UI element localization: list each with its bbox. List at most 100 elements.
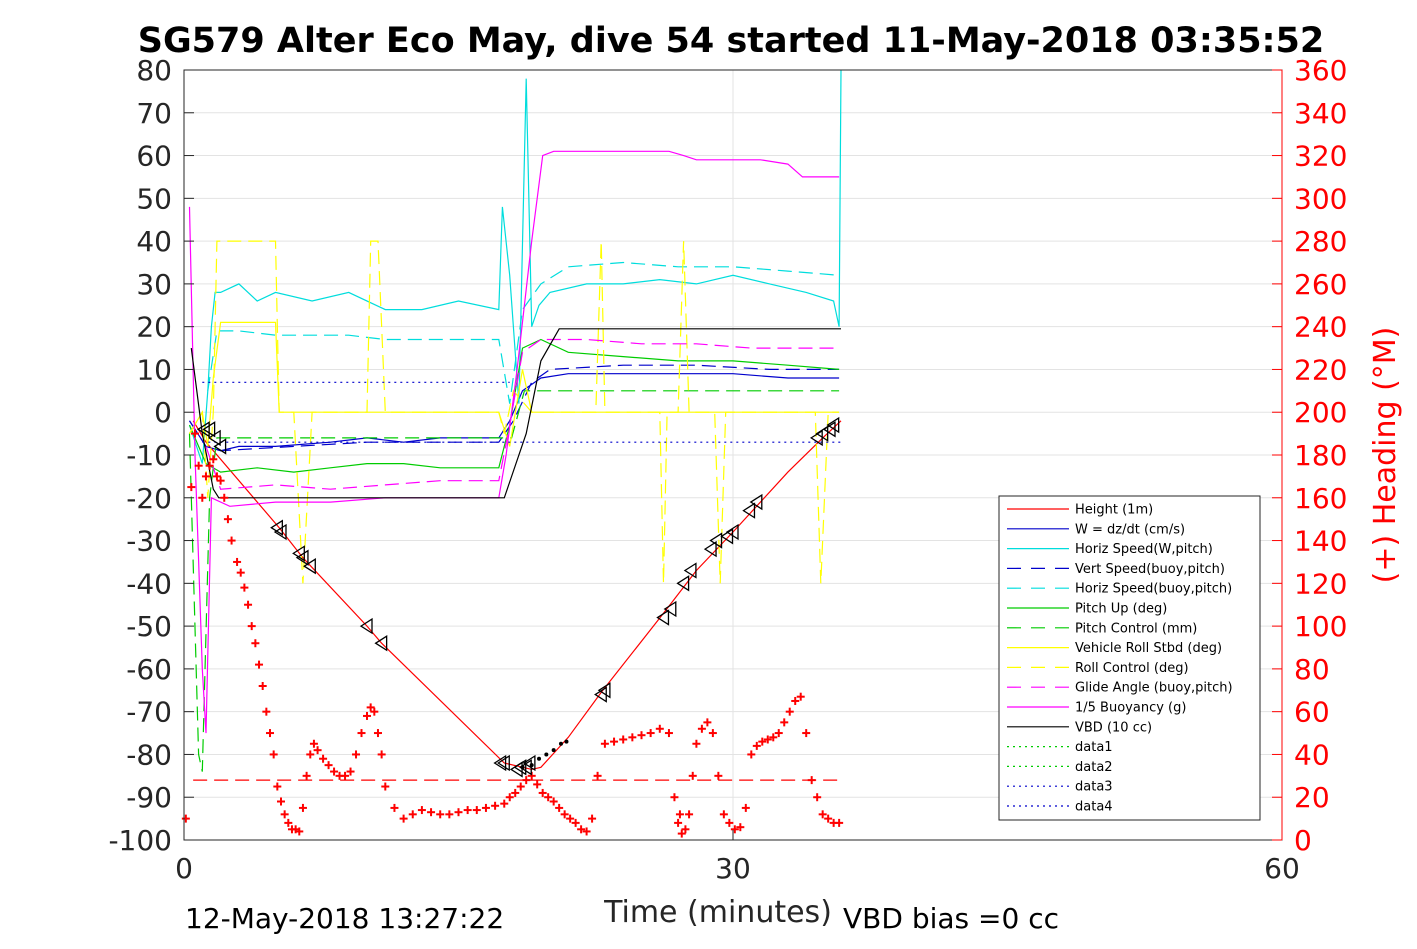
heading-point: [677, 829, 686, 838]
heading-point: [209, 455, 218, 464]
heading-point: [313, 746, 322, 755]
heading-point: [708, 729, 717, 738]
depth-triangle-marker: [742, 502, 756, 519]
heading-point: [674, 818, 683, 827]
heading-point: [670, 793, 679, 802]
depth-triangle-marker: [207, 429, 221, 447]
depth-dot-marker: [564, 739, 569, 744]
heading-point: [324, 761, 333, 770]
heading-point: [373, 729, 382, 738]
depth-triangle-marker: [703, 540, 717, 558]
chart-title: SG579 Alter Eco May, dive 54 started 11-…: [138, 21, 1325, 61]
right-tick-label: 280: [1294, 225, 1347, 258]
right-tick-label: 0: [1294, 824, 1312, 857]
x-tick-label: 0: [175, 852, 193, 885]
heading-point: [505, 793, 514, 802]
left-tick-label: -30: [126, 525, 172, 558]
heading-point: [774, 729, 783, 738]
depth-triangle-marker: [683, 562, 697, 579]
footer-timestamp: 12-May-2018 13:27:22: [185, 902, 504, 935]
heading-point: [675, 810, 684, 819]
heading-point: [655, 724, 664, 733]
heading-point: [223, 515, 232, 524]
series-line-vert-speed-buoy-pitch: [188, 364, 840, 452]
heading-point: [381, 782, 390, 791]
heading-point: [747, 750, 756, 759]
heading-point: [280, 810, 289, 819]
series-lines: [188, 69, 842, 781]
heading-point: [600, 739, 609, 748]
heading-point: [216, 476, 225, 485]
depth-triangle-marker: [303, 558, 316, 575]
series-line-horiz-speed-w-pitch: [188, 69, 842, 464]
series-line-glide-angle-buoy-pitch: [205, 338, 840, 490]
heading-point: [835, 818, 844, 827]
legend-label: Glide Angle (buoy,pitch): [1075, 681, 1233, 696]
heading-point: [390, 803, 399, 812]
legend-label: Pitch Up (deg): [1075, 602, 1167, 617]
depth-triangle-marker: [202, 421, 216, 438]
heading-point: [582, 827, 591, 836]
depth-dot-marker: [544, 752, 549, 757]
heading-point: [538, 788, 547, 797]
x-axis-label: Time (minutes): [603, 895, 832, 930]
heading-point: [491, 801, 500, 810]
left-tick-label: 0: [154, 396, 172, 429]
legend-label: VBD (10 cc): [1075, 720, 1152, 735]
heading-point: [370, 707, 379, 716]
heading-point: [692, 739, 701, 748]
heading-point: [330, 767, 339, 776]
depth-triangle-marker: [273, 523, 287, 541]
x-tick-label: 30: [715, 852, 751, 885]
heading-point: [255, 660, 264, 669]
heading-point: [719, 810, 728, 819]
left-tick-label: -40: [126, 567, 172, 600]
heading-point: [276, 797, 285, 806]
heading-point: [284, 818, 293, 827]
heading-point: [244, 600, 253, 609]
heading-point: [544, 793, 553, 802]
heading-point: [758, 737, 767, 746]
heading-point: [807, 776, 816, 785]
heading-point: [688, 771, 697, 780]
heading-point: [646, 729, 655, 738]
heading-point: [796, 692, 805, 701]
right-tick-label: 200: [1294, 396, 1347, 429]
heading-point: [463, 806, 472, 815]
heading-point: [346, 767, 355, 776]
heading-point: [736, 823, 745, 832]
left-tick-label: 10: [136, 353, 172, 386]
heading-point: [593, 771, 602, 780]
footer-vbd-bias: VBD bias =0 cc: [843, 902, 1059, 935]
right-tick-label: 40: [1294, 738, 1330, 771]
heading-point: [577, 825, 586, 834]
legend-entries: Height (1m) W = dz/dt (cm/s) Horiz Speed(W…: [1007, 503, 1233, 815]
x-tick-label: 60: [1264, 852, 1300, 885]
heading-point: [247, 622, 256, 631]
heading-point: [697, 724, 706, 733]
series-line-roll-control-deg: [188, 240, 840, 584]
heading-point: [763, 735, 772, 744]
series-line-vbd-10-cc: [190, 328, 841, 499]
heading-point: [685, 810, 694, 819]
heading-point: [769, 733, 778, 742]
depth-triangle-marker: [676, 575, 690, 592]
depth-triangle-marker: [826, 416, 840, 434]
heading-point: [302, 771, 311, 780]
right-tick-label: 80: [1294, 653, 1330, 686]
heading-point: [306, 750, 315, 759]
heading-point: [377, 750, 386, 759]
left-tick-label: -60: [126, 653, 172, 686]
heading-point: [436, 810, 445, 819]
left-tick-label: 50: [136, 182, 172, 215]
heading-point: [251, 639, 260, 648]
series-line-horiz-speed-buoy-pitch: [207, 261, 840, 404]
heading-point: [566, 814, 575, 823]
heading-point: [352, 750, 361, 759]
heading-point: [619, 735, 628, 744]
heading-point: [233, 557, 242, 566]
series-line-1-5-buoyancy-g: [188, 150, 840, 734]
heading-point: [500, 799, 509, 808]
depth-triangle-marker: [815, 425, 829, 442]
legend-label: data1: [1075, 740, 1113, 755]
